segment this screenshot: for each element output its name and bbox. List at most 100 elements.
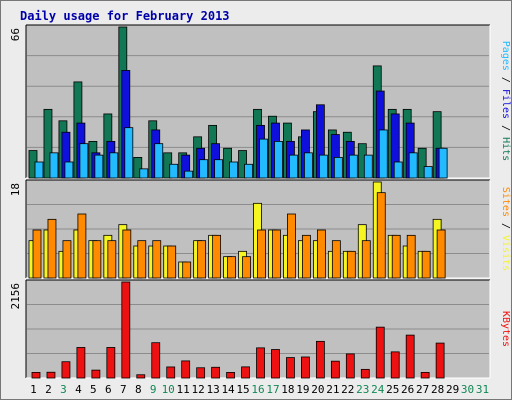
bar-sites-day-25	[391, 234, 401, 279]
day-label: 12	[192, 383, 205, 396]
bar-kbytes-day-13	[211, 366, 221, 379]
bar-kbytes-day-4	[76, 347, 86, 379]
bar-kbytes-day-20	[315, 340, 325, 379]
day-label: 25	[386, 383, 399, 396]
right-label-segment: /	[500, 71, 511, 89]
bar-pages-day-25	[393, 161, 403, 179]
day-label: 14	[221, 383, 235, 396]
bar-pages-day-6	[109, 152, 119, 179]
day-label: 9	[150, 383, 157, 396]
bar-kbytes-day-28	[435, 342, 445, 379]
bar-sites-day-10	[167, 245, 177, 279]
day-label: 20	[311, 383, 324, 396]
bar-pages-day-22	[348, 154, 358, 179]
bar-kbytes-day-10	[166, 366, 176, 379]
bar-sites-day-22	[346, 250, 356, 279]
day-label: 8	[135, 383, 142, 396]
bar-sites-day-3	[62, 240, 72, 279]
day-label: 23	[356, 383, 369, 396]
day-label: 16	[251, 383, 264, 396]
bar-kbytes-day-19	[301, 356, 310, 379]
bar-sites-day-21	[331, 240, 341, 279]
bar-hits-day-8	[133, 157, 143, 179]
day-label: 15	[236, 383, 249, 396]
day-label: 24	[371, 383, 385, 396]
bar-sites-day-19	[302, 234, 311, 279]
bar-sites-day-15	[242, 256, 251, 279]
bar-sites-day-2	[47, 218, 57, 279]
bar-kbytes-day-11	[181, 360, 191, 379]
bar-pages-day-4	[79, 143, 89, 179]
bar-pages-day-1	[34, 161, 44, 179]
bar-pages-day-14	[229, 161, 238, 179]
bar-pages-day-3	[64, 161, 74, 179]
day-label: 7	[120, 383, 127, 396]
right-label-segment: KBytes	[500, 311, 511, 347]
chart-title: Daily usage for February 2013	[20, 9, 230, 23]
bar-pages-day-19	[304, 152, 313, 179]
bar-pages-day-26	[408, 152, 418, 179]
bar-pages-day-20	[318, 154, 328, 179]
bar-kbytes-day-16	[256, 347, 265, 379]
right-label-bottom: KBytes	[500, 311, 511, 347]
bar-sites-day-26	[406, 234, 416, 279]
day-label: 30	[461, 383, 474, 396]
bar-pages-day-18	[289, 154, 298, 179]
bar-pages-day-21	[333, 157, 343, 179]
right-label-segment: Pages	[500, 41, 511, 71]
bar-sites-day-1	[32, 229, 42, 279]
day-label: 27	[416, 383, 429, 396]
bar-sites-day-4	[77, 213, 87, 279]
panel-hits-files-pages-ymax-label: 66	[9, 28, 22, 41]
bar-sites-day-27	[421, 250, 431, 279]
bar-pages-day-11	[184, 170, 194, 179]
bar-kbytes-day-22	[345, 353, 355, 379]
day-label: 2	[45, 383, 52, 396]
bar-kbytes-day-15	[241, 366, 250, 379]
day-label: 1	[30, 383, 37, 396]
day-label: 6	[105, 383, 112, 396]
bar-pages-day-10	[169, 163, 179, 179]
panel-kbytes-ymax-label: 2156	[9, 283, 22, 310]
day-label: 13	[206, 383, 219, 396]
bar-kbytes-day-7	[121, 281, 131, 379]
day-label: 10	[162, 383, 175, 396]
bar-kbytes-day-27	[420, 371, 430, 379]
bar-kbytes-day-6	[106, 347, 116, 379]
bar-kbytes-day-21	[330, 360, 340, 379]
bar-kbytes-day-9	[151, 342, 161, 379]
right-label-middle: Sites / Visits	[500, 187, 511, 271]
bar-sites-day-5	[92, 240, 102, 279]
bar-sites-day-9	[152, 240, 162, 279]
right-label-top: Pages / Files / Hits	[500, 41, 511, 161]
bar-pages-day-7	[124, 127, 134, 179]
day-label: 28	[431, 383, 444, 396]
bar-sites-day-11	[182, 261, 192, 279]
bar-kbytes-day-14	[226, 372, 235, 379]
bar-kbytes-day-17	[271, 349, 280, 379]
bar-sites-day-16	[257, 229, 266, 279]
bar-kbytes-day-2	[46, 371, 56, 379]
bar-kbytes-day-25	[390, 351, 400, 379]
bar-sites-day-12	[197, 240, 207, 279]
day-label: 17	[266, 383, 279, 396]
bar-sites-day-7	[122, 229, 132, 279]
bar-pages-day-28	[438, 147, 448, 179]
day-label: 31	[476, 383, 489, 396]
day-label: 26	[401, 383, 414, 396]
bar-sites-day-17	[272, 229, 281, 279]
bar-pages-day-15	[244, 163, 253, 179]
bar-kbytes-day-12	[196, 367, 206, 379]
day-label: 22	[341, 383, 354, 396]
bar-pages-day-27	[423, 166, 433, 179]
bar-pages-day-5	[94, 154, 104, 179]
bar-sites-day-8	[137, 240, 147, 279]
bar-sites-day-18	[287, 213, 296, 279]
right-label-segment: Sites	[500, 187, 511, 217]
bar-kbytes-day-8	[136, 374, 146, 379]
day-label: 18	[281, 383, 294, 396]
bar-pages-day-2	[49, 152, 59, 179]
right-label-segment: Hits	[500, 137, 511, 161]
bar-kbytes-day-3	[61, 361, 71, 379]
